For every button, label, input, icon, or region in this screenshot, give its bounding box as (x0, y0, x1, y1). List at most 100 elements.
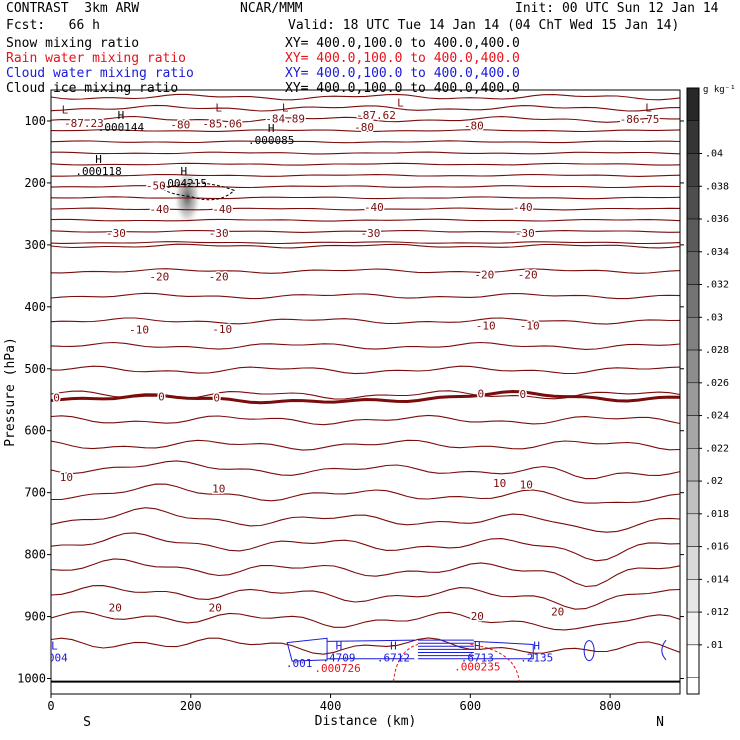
colorbar-cell (686, 317, 700, 351)
colorbar-label: .038 (705, 181, 729, 192)
extremum-value: .4709 (322, 651, 355, 664)
colorbar-label: .024 (705, 411, 729, 422)
agency-label: NCAR/MMM (240, 1, 303, 16)
extremum-mark: L (397, 97, 404, 110)
field-xy: XY= 400.0,100.0 to 400.0,400.0 (285, 36, 520, 51)
extremum-mark: L (215, 102, 222, 115)
temperature-label: 10 (212, 482, 225, 495)
colorbar-cell (686, 382, 700, 416)
colorbar-label: .012 (705, 607, 729, 618)
endpoint-right: N (656, 715, 664, 730)
temperature-contour (51, 173, 680, 177)
colorbar-label: .02 (705, 476, 723, 487)
extremum-mark: H (336, 639, 343, 652)
colorbar-cell (686, 349, 700, 384)
contour-annotation: .001 (286, 657, 313, 670)
temperature-label: -20 (149, 270, 169, 283)
colorbar-frame (686, 87, 700, 695)
extremum-mark: H (268, 122, 275, 135)
colorbar-cell (686, 513, 700, 547)
temperature-label: -84.89 (265, 112, 305, 125)
temperature-label: -80 (464, 119, 484, 132)
colorbar-label: .03 (705, 312, 723, 323)
colorbar-cell (686, 87, 700, 122)
x-tick-label: 600 (459, 699, 481, 713)
colorbar-cell (686, 284, 700, 318)
extremum-mark: H (180, 165, 187, 178)
field-label: Rain water mixing ratio (6, 51, 187, 66)
colorbar-label: .016 (705, 542, 729, 553)
temperature-contour (51, 151, 680, 155)
temperature-label: 10 (60, 471, 73, 484)
temperature-contour (51, 507, 680, 533)
temperature-label: 0 (519, 388, 526, 401)
colorbar-cell (686, 186, 700, 220)
snow-contour (162, 182, 236, 201)
temperature-label: 0 (53, 391, 60, 404)
temperature-label: -40 (364, 201, 384, 214)
y-tick-label: 400 (24, 300, 46, 314)
temperature-contour (51, 585, 680, 610)
x-tick-label: 800 (599, 699, 621, 713)
temperature-label: 20 (109, 601, 122, 614)
temperature-contour (51, 140, 680, 144)
colorbar-label: .028 (705, 345, 729, 356)
temperature-contour (51, 317, 680, 325)
temperature-contour (51, 93, 680, 101)
temperature-contour (51, 104, 680, 112)
colorbar-cell (686, 611, 700, 646)
colorbar-cell (686, 218, 700, 253)
y-tick-label: 100 (24, 114, 46, 128)
temperature-contour (51, 637, 680, 655)
colorbar-cell (686, 153, 700, 187)
temperature-label: 20 (209, 601, 222, 614)
colorbar-unit: g kg⁻¹ (703, 85, 736, 95)
temperature-label: -30 (209, 227, 229, 240)
y-tick-label: 700 (24, 486, 46, 500)
temperature-contour (51, 185, 680, 189)
temperature-label: 0 (158, 391, 165, 404)
extremum-mark: L (51, 639, 58, 652)
temperature-label: -40 (513, 201, 533, 214)
temperature-label: -20 (474, 269, 494, 282)
temperature-contour (51, 558, 680, 588)
temperature-label: -40 (149, 203, 169, 216)
temperature-label: -30 (360, 227, 380, 240)
temperature-label: 20 (551, 606, 564, 619)
colorbar-cell (686, 546, 700, 580)
colorbar-cell (686, 251, 700, 285)
cloud-water-contour (473, 640, 534, 660)
colorbar-cell (686, 120, 700, 154)
temperature-label: -87.62 (356, 109, 396, 122)
temperature-label: -20 (209, 270, 229, 283)
temperature-label: -85.06 (202, 117, 242, 130)
extremum-value: .6712 (377, 651, 410, 664)
x-tick-label: 400 (320, 699, 342, 713)
field-label: Cloud water mixing ratio (6, 66, 194, 81)
temperature-label: -50 (146, 179, 166, 192)
snow-shading (173, 170, 202, 231)
zero-degree-contour (51, 389, 680, 405)
colorbar-label: .036 (705, 214, 729, 225)
extremum-value: .000085 (248, 134, 294, 147)
temperature-label: 20 (471, 610, 484, 623)
colorbar-label: .026 (705, 378, 729, 389)
temperature-contour (51, 196, 680, 200)
temperature-contour (51, 611, 680, 631)
temperature-contour (51, 483, 680, 504)
temperature-contour (51, 268, 680, 274)
y-tick-label: 1000 (17, 672, 46, 686)
temperature-label: -10 (129, 324, 149, 337)
temperature-contour (51, 414, 680, 426)
y-tick-label: 900 (24, 610, 46, 624)
temperature-label: -30 (106, 227, 126, 240)
cloud-water-contour (327, 639, 415, 660)
extremum-value: .000118 (75, 165, 121, 178)
extremum-value: .6713 (461, 651, 494, 664)
field-xy: XY= 400.0,100.0 to 400.0,400.0 (285, 66, 520, 81)
extremum-mark: L (62, 104, 69, 117)
temperature-contour (51, 207, 680, 211)
colorbar-label: .032 (705, 280, 729, 291)
extremum-mark: L (282, 102, 289, 115)
